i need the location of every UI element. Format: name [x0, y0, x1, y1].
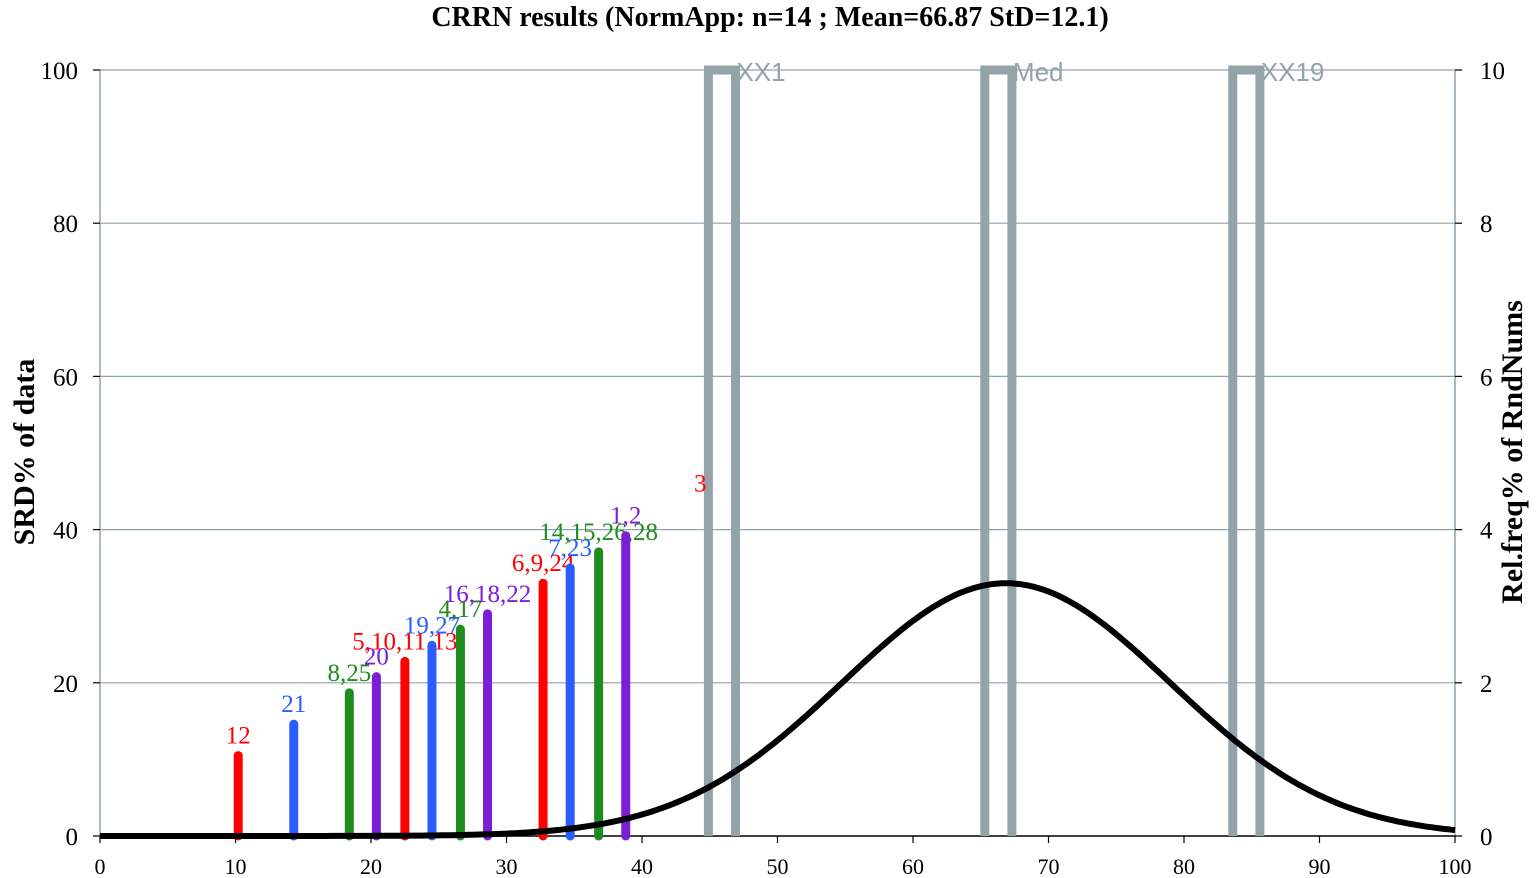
bar-label: 8,25	[327, 660, 371, 687]
x-tick-label: 90	[1309, 854, 1331, 878]
x-tick-label: 10	[225, 854, 247, 878]
marker-bracket	[703, 65, 740, 836]
bar-label: 7,23	[548, 535, 592, 562]
y-tick-label: 100	[41, 58, 79, 85]
y2-tick-label: 8	[1480, 211, 1493, 238]
normal-curve	[100, 580, 1456, 839]
y-tick-label: 80	[53, 211, 78, 238]
x-tick-label: 20	[360, 854, 382, 878]
x-tick-label: 50	[767, 854, 789, 878]
y-tick-label: 0	[66, 824, 79, 851]
gridlines	[100, 69, 1455, 684]
x-tick-label: 100	[1439, 854, 1472, 878]
floating-label: 3	[694, 470, 707, 497]
bar-label: 20	[364, 644, 389, 671]
bar-label: 21	[281, 691, 306, 718]
y2-axis-label: Rel.freq% of RndNums	[1496, 300, 1529, 604]
y-tick-label: 60	[53, 364, 78, 391]
bar-label: 16,18,22	[444, 581, 532, 608]
bar-label: 5,10,11,13	[352, 628, 457, 655]
bar-label: 19,27	[404, 612, 460, 639]
y2-tick-label: 0	[1480, 824, 1493, 851]
chart-title: CRRN results (NormApp: n=14 ; Mean=66.87…	[431, 2, 1108, 33]
y2-tick-label: 2	[1480, 671, 1493, 698]
bar-label: 1,2	[610, 503, 641, 530]
x-tick-label: 40	[631, 854, 653, 878]
y2-tick-label: 4	[1480, 518, 1493, 545]
bar-label: 14,15,26,28	[539, 519, 658, 546]
x-tick-label: 30	[496, 854, 518, 878]
y-axis-label: SRD% of data	[8, 359, 41, 546]
bar-label: 4,17	[439, 596, 483, 623]
x-tick-label: 80	[1173, 854, 1195, 878]
marker-label: XX19	[1261, 57, 1325, 87]
x-tick-label: 70	[1038, 854, 1060, 878]
plot-frame	[99, 70, 1456, 837]
y2-tick-label: 6	[1480, 364, 1493, 391]
y-tick-label: 40	[53, 518, 78, 545]
y-tick-label: 20	[53, 671, 78, 698]
marker-bracket	[1228, 65, 1265, 836]
bar-label: 6,9,24	[512, 550, 575, 577]
marker-label: XX1	[736, 57, 785, 87]
marker-label: Med	[1013, 57, 1064, 87]
x-tick-label: 60	[902, 854, 924, 878]
tick-labels: 0 10 20 30 40 50 60 70 80 90 100 0 20 40 60 80 100 0 2 4 6 8 1…	[41, 58, 1506, 878]
x-tick-label: 0	[95, 854, 106, 878]
y2-tick-label: 10	[1480, 58, 1505, 85]
marker-group: XX1 Med XX19	[703, 57, 1325, 836]
bar-label: 12	[226, 723, 251, 750]
marker-bracket	[980, 65, 1017, 836]
normal-curve-group	[100, 580, 1456, 839]
